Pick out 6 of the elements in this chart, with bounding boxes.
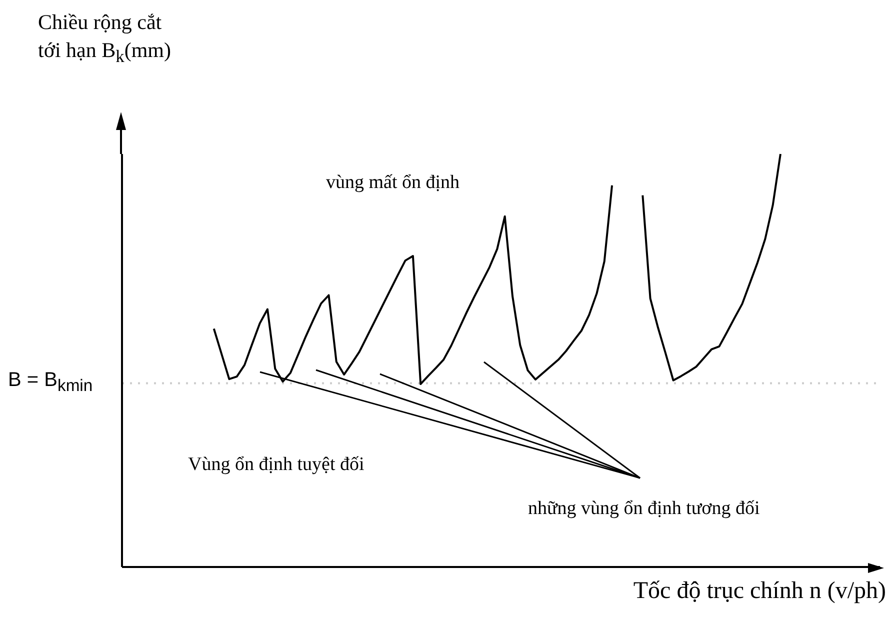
annotation: Vùng ổn định tuyệt đối [188, 454, 364, 475]
ref-line-label: B = B$_{kmin}$ [8, 369, 93, 396]
x-axis-title: Tốc độ trục chính n (v/ph) [633, 578, 886, 604]
annotation: vùng mất ổn định [326, 172, 460, 193]
y-axis-title: Chiều rộng cắt tới hạn B$_{k}$(mm) [38, 10, 172, 66]
annotation: những vùng ổn định tương đối [528, 498, 760, 519]
